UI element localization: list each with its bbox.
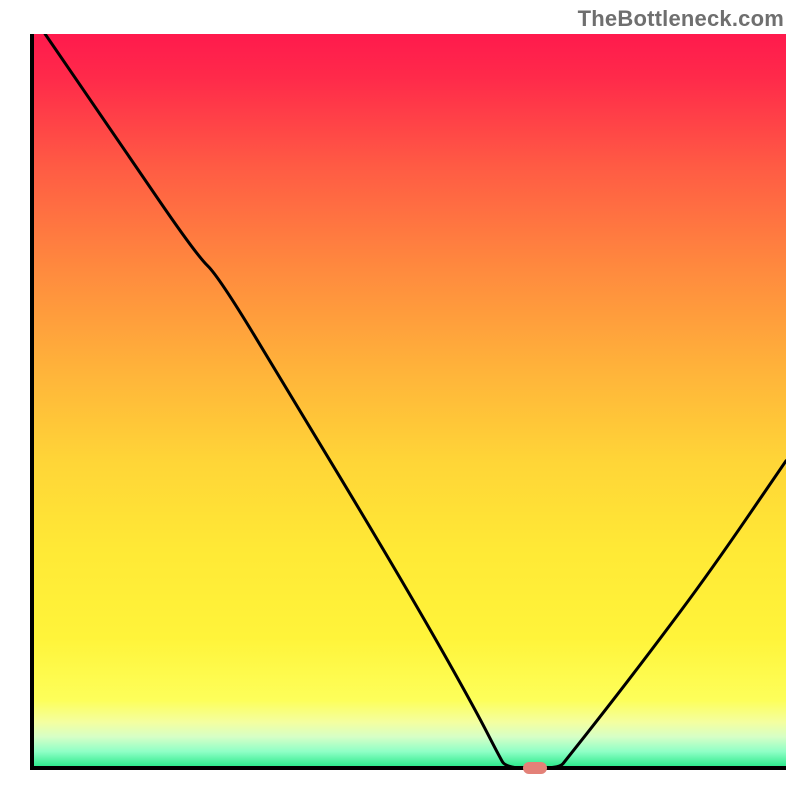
- watermark-text: TheBottleneck.com: [578, 6, 784, 32]
- plot-svg: [30, 34, 786, 770]
- bottleneck-marker: [523, 762, 547, 774]
- chart-plot-area: [30, 34, 786, 770]
- bottleneck-chart: TheBottleneck.com: [0, 0, 800, 800]
